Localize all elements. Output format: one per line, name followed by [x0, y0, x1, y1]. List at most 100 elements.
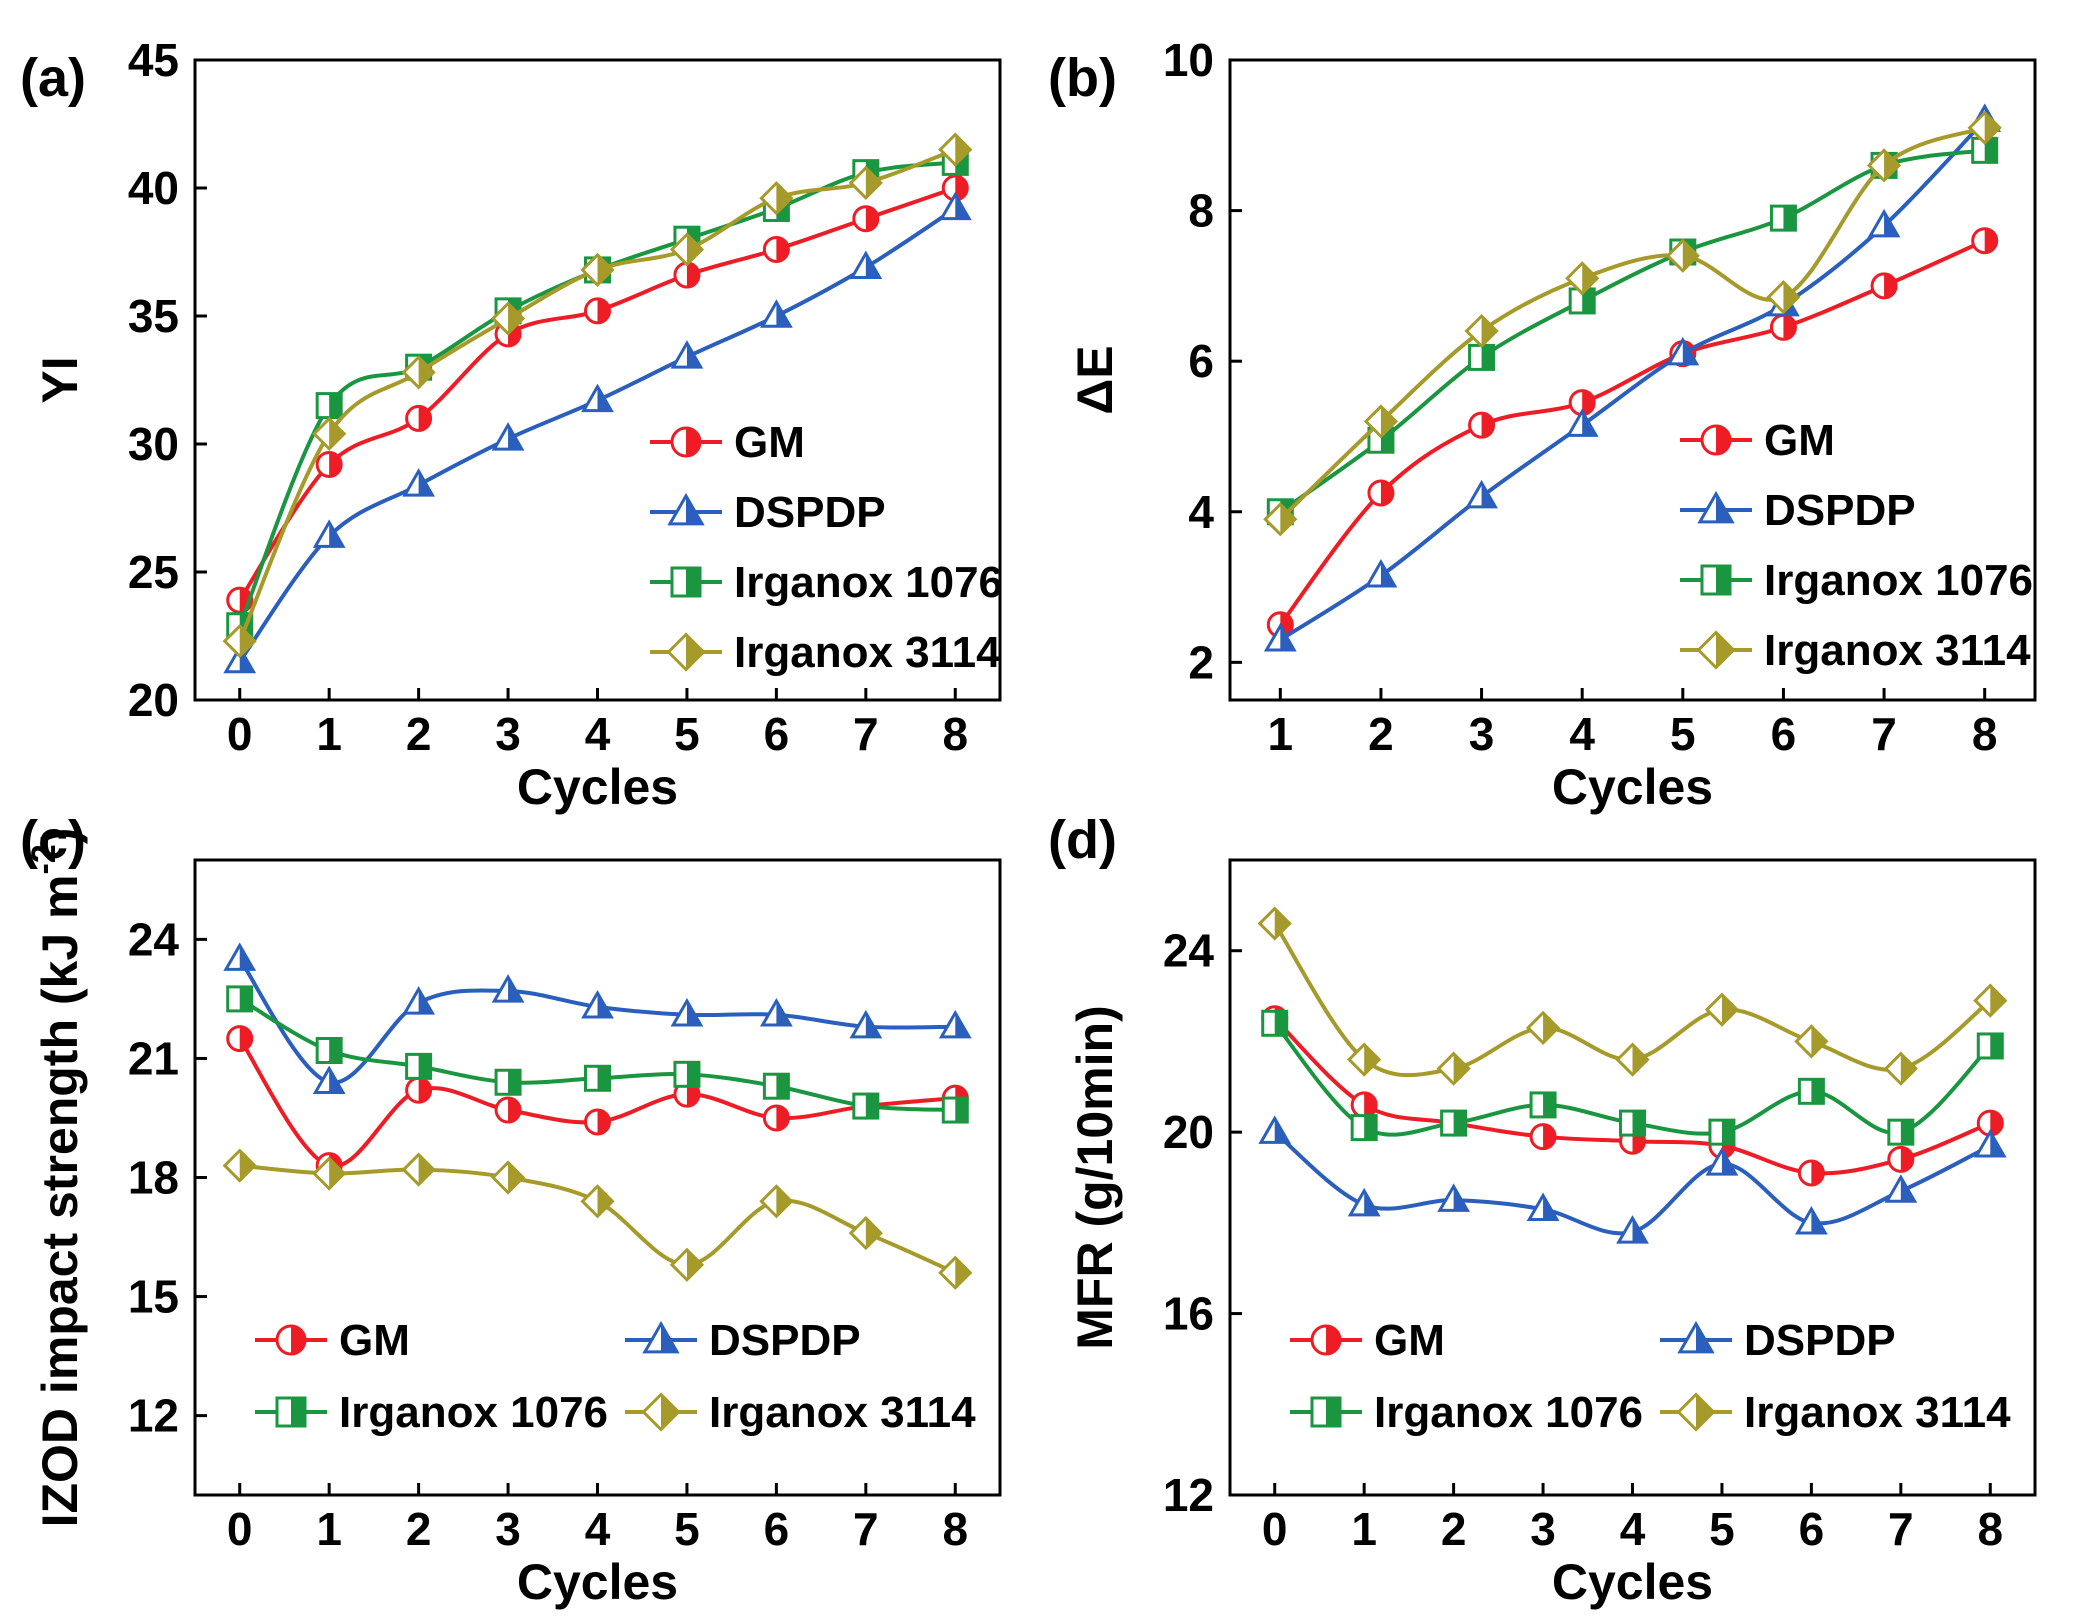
series-line — [1273, 1130, 1992, 1236]
data-point — [1973, 1128, 2007, 1158]
data-point — [670, 997, 704, 1027]
x-tick-label: 6 — [1799, 1503, 1825, 1555]
data-point — [762, 1104, 790, 1132]
data-point — [848, 1215, 883, 1251]
marker-fill — [776, 237, 789, 262]
data-point — [1367, 479, 1395, 507]
data-point — [1704, 992, 1740, 1027]
data-point — [1705, 1147, 1739, 1176]
y-axis-label: ΔE — [1067, 345, 1123, 414]
legend: GM DSPDP Irganox 1076 Irganox 3114 — [1680, 416, 2033, 675]
marker-fill — [1632, 1218, 1647, 1243]
data-point — [494, 1096, 522, 1124]
marker-fill — [1884, 211, 1898, 236]
marker-fill — [686, 263, 699, 288]
x-tick-label: 4 — [1620, 1503, 1646, 1555]
marker-fill — [1716, 426, 1730, 454]
marker-fill — [418, 1054, 431, 1079]
marker-fill — [1900, 1120, 1913, 1145]
marker-fill — [686, 634, 704, 670]
marker-fill — [1481, 413, 1494, 438]
data-point — [1619, 1109, 1646, 1137]
marker-fill — [508, 303, 524, 334]
x-tick-label: 1 — [316, 1503, 342, 1555]
marker-fill — [776, 183, 792, 214]
data-point — [1967, 110, 2002, 145]
legend-label: GM — [1374, 1316, 1445, 1365]
marker-fill — [1453, 1186, 1468, 1211]
marker-fill — [239, 626, 255, 657]
marker-fill — [1364, 1115, 1377, 1140]
data-point — [1363, 404, 1399, 439]
marker-fill — [291, 1326, 305, 1354]
y-tick-label: 2 — [1188, 636, 1214, 688]
data-point — [581, 990, 614, 1019]
data-point — [1568, 389, 1596, 417]
marker-fill — [1582, 288, 1595, 313]
legend-label: Irganox 3114 — [734, 628, 1001, 677]
data-point — [581, 383, 614, 413]
legend-marker — [1676, 1392, 1716, 1432]
x-tick-label: 0 — [227, 708, 253, 760]
series-line — [238, 958, 956, 1085]
marker-fill — [1696, 1394, 1714, 1430]
marker-fill — [1811, 1026, 1827, 1057]
data-point — [1769, 313, 1797, 341]
y-tick-label: 40 — [128, 162, 179, 214]
x-tick-label: 7 — [853, 1503, 879, 1555]
legend-marker — [1697, 490, 1735, 524]
series-irganox-1076 — [1266, 136, 1999, 526]
marker-fill — [1543, 1124, 1556, 1149]
legend-marker — [666, 632, 706, 672]
data-point — [222, 1148, 257, 1183]
marker-fill — [1274, 908, 1290, 939]
y-tick-label: 12 — [128, 1390, 179, 1442]
data-point — [1468, 411, 1496, 439]
data-point — [315, 392, 343, 420]
marker-fill — [686, 568, 700, 596]
data-point — [852, 1092, 880, 1120]
x-axis-label: Cycles — [517, 759, 678, 815]
marker-fill — [661, 1394, 679, 1430]
data-point — [584, 1064, 611, 1092]
y-tick-label: 21 — [128, 1032, 179, 1084]
x-tick-label: 2 — [406, 708, 432, 760]
marker-fill — [1380, 406, 1396, 437]
data-point — [1263, 622, 1297, 652]
marker-fill — [1364, 1092, 1377, 1117]
data-point — [401, 355, 436, 390]
panel-label: (c) — [20, 810, 86, 870]
marker-fill — [597, 298, 610, 323]
marker-fill — [865, 1218, 881, 1249]
legend-label: GM — [734, 418, 805, 467]
x-tick-label: 8 — [942, 708, 968, 760]
x-tick-label: 5 — [674, 1503, 700, 1555]
data-point — [315, 1037, 343, 1064]
series-irganox-3114 — [222, 1148, 973, 1290]
x-tick-label: 3 — [495, 1503, 521, 1555]
series-irganox-3114 — [1257, 906, 2008, 1086]
y-tick-label: 8 — [1188, 185, 1214, 237]
data-point — [673, 1060, 701, 1088]
data-point — [759, 181, 794, 216]
legend-item: Irganox 3114 — [650, 628, 1001, 677]
legend: GM DSPDP Irganox 1076 Irganox 3114 — [255, 1316, 976, 1437]
series-line — [1279, 148, 1985, 514]
marker-fill — [597, 1066, 610, 1091]
data-point — [759, 1184, 794, 1219]
marker-fill — [1543, 1012, 1559, 1043]
data-point — [1526, 1192, 1560, 1221]
y-axis-label: MFR (g/10min) — [1067, 1005, 1123, 1349]
data-point — [1468, 343, 1496, 371]
marker-fill — [329, 452, 342, 477]
legend-item: Irganox 1076 — [255, 1388, 608, 1437]
panel-label: (a) — [20, 48, 86, 108]
marker-fill — [418, 989, 433, 1014]
data-point — [1261, 1009, 1289, 1037]
marker-fill — [329, 1158, 345, 1189]
x-tick-label: 6 — [764, 1503, 790, 1555]
marker-fill — [686, 1249, 702, 1280]
data-point — [584, 1108, 611, 1136]
y-tick-label: 24 — [128, 913, 180, 965]
data-point — [491, 422, 525, 451]
